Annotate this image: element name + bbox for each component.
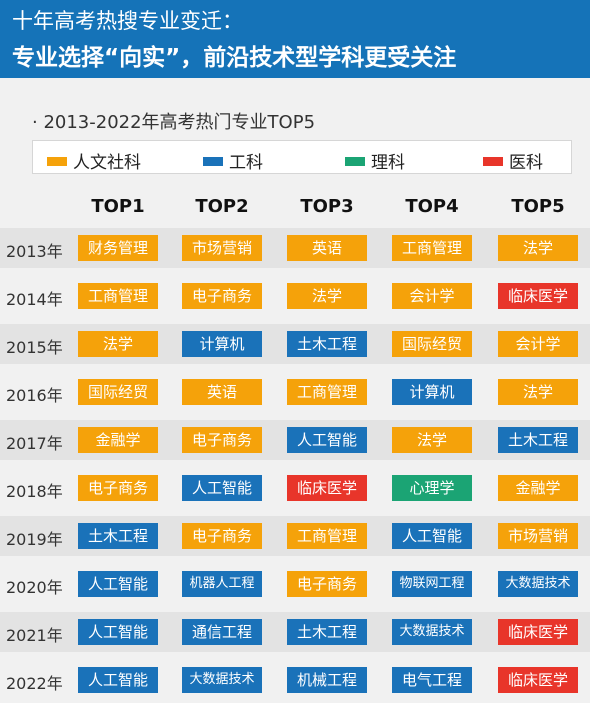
major-cell: 机器人工程: [182, 571, 262, 597]
row-year-label: 2020年: [6, 578, 63, 597]
table-row: 2021年 人工智能 通信工程 土木工程 大数据技术 临床医学: [0, 612, 590, 652]
major-cell: 土木工程: [78, 523, 158, 549]
table-row: 2022年 人工智能 大数据技术 机械工程 电气工程 临床医学: [0, 660, 590, 700]
legend-swatch: [47, 156, 67, 166]
major-cell: 临床医学: [287, 475, 367, 501]
major-cell: 法学: [287, 283, 367, 309]
major-cell: 临床医学: [498, 283, 578, 309]
legend-label: 人文社科: [73, 153, 141, 173]
page-title-line1: 十年高考热搜专业变迁：: [12, 9, 243, 33]
major-cell: 计算机: [182, 331, 262, 357]
major-cell: 电子商务: [287, 571, 367, 597]
major-cell: 国际经贸: [392, 331, 472, 357]
legend-item: 医科: [483, 148, 543, 173]
major-cell: 人工智能: [78, 571, 158, 597]
major-cell: 心理学: [392, 475, 472, 501]
column-header: TOP1: [91, 196, 145, 217]
header-banner: 十年高考热搜专业变迁： 专业选择“向实”，前沿技术型学科更受关注: [0, 0, 590, 78]
major-cell: 工商管理: [287, 523, 367, 549]
legend-item: 工科: [203, 148, 263, 173]
table-row: 2017年 金融学 电子商务 人工智能 法学 土木工程: [0, 420, 590, 460]
major-cell: 大数据技术: [392, 619, 472, 645]
row-year-label: 2016年: [6, 386, 63, 405]
major-cell: 人工智能: [78, 667, 158, 693]
major-cell: 法学: [78, 331, 158, 357]
legend-item: 人文社科: [47, 148, 141, 173]
major-cell: 物联网工程: [392, 571, 472, 597]
legend-label: 医科: [509, 153, 543, 173]
column-header: TOP3: [300, 196, 354, 217]
legend-item: 理科: [345, 148, 405, 173]
table-row: 2015年 法学 计算机 土木工程 国际经贸 会计学: [0, 324, 590, 364]
major-cell: 工商管理: [392, 235, 472, 261]
row-year-label: 2017年: [6, 434, 63, 453]
row-year-label: 2013年: [6, 242, 63, 261]
legend-label: 理科: [371, 153, 405, 173]
major-cell: 法学: [392, 427, 472, 453]
legend-swatch: [483, 156, 503, 166]
major-cell: 临床医学: [498, 667, 578, 693]
legend: 人文社科 工科 理科 医科: [32, 140, 572, 174]
table-row: 2020年 人工智能 机器人工程 电子商务 物联网工程 大数据技术: [0, 564, 590, 604]
column-header: TOP5: [511, 196, 565, 217]
legend-swatch: [203, 156, 223, 166]
major-cell: 英语: [182, 379, 262, 405]
major-cell: 金融学: [498, 475, 578, 501]
row-year-label: 2018年: [6, 482, 63, 501]
major-cell: 土木工程: [287, 331, 367, 357]
column-header: TOP4: [405, 196, 459, 217]
major-cell: 人工智能: [287, 427, 367, 453]
row-year-label: 2015年: [6, 338, 63, 357]
major-cell: 电子商务: [182, 427, 262, 453]
table-row: 2016年 国际经贸 英语 工商管理 计算机 法学: [0, 372, 590, 412]
major-cell: 法学: [498, 235, 578, 261]
row-year-label: 2022年: [6, 674, 63, 693]
major-cell: 大数据技术: [182, 667, 262, 693]
major-cell: 大数据技术: [498, 571, 578, 597]
major-cell: 财务管理: [78, 235, 158, 261]
major-cell: 人工智能: [78, 619, 158, 645]
major-cell: 土木工程: [287, 619, 367, 645]
major-cell: 电子商务: [78, 475, 158, 501]
major-cell: 市场营销: [498, 523, 578, 549]
table-row: 2018年 电子商务 人工智能 临床医学 心理学 金融学: [0, 468, 590, 508]
major-cell: 土木工程: [498, 427, 578, 453]
major-cell: 工商管理: [287, 379, 367, 405]
major-cell: 电子商务: [182, 523, 262, 549]
major-cell: 人工智能: [392, 523, 472, 549]
major-cell: 临床医学: [498, 619, 578, 645]
major-cell: 通信工程: [182, 619, 262, 645]
major-cell: 电气工程: [392, 667, 472, 693]
major-cell: 计算机: [392, 379, 472, 405]
table-row: 2013年 财务管理 市场营销 英语 工商管理 法学: [0, 228, 590, 268]
column-header: TOP2: [195, 196, 249, 217]
major-cell: 电子商务: [182, 283, 262, 309]
major-cell: 会计学: [392, 283, 472, 309]
major-cell: 会计学: [498, 331, 578, 357]
row-year-label: 2014年: [6, 290, 63, 309]
major-cell: 机械工程: [287, 667, 367, 693]
major-cell: 国际经贸: [78, 379, 158, 405]
page-title-line2: 专业选择“向实”，前沿技术型学科更受关注: [12, 45, 457, 71]
legend-label: 工科: [229, 153, 263, 173]
major-cell: 英语: [287, 235, 367, 261]
row-year-label: 2021年: [6, 626, 63, 645]
major-cell: 人工智能: [182, 475, 262, 501]
legend-swatch: [345, 156, 365, 166]
row-year-label: 2019年: [6, 530, 63, 549]
major-cell: 市场营销: [182, 235, 262, 261]
major-cell: 法学: [498, 379, 578, 405]
table-row: 2019年 土木工程 电子商务 工商管理 人工智能 市场营销: [0, 516, 590, 556]
table-row: 2014年 工商管理 电子商务 法学 会计学 临床医学: [0, 276, 590, 316]
major-cell: 金融学: [78, 427, 158, 453]
major-cell: 工商管理: [78, 283, 158, 309]
table-title: · 2013-2022年高考热门专业TOP5: [32, 112, 316, 133]
